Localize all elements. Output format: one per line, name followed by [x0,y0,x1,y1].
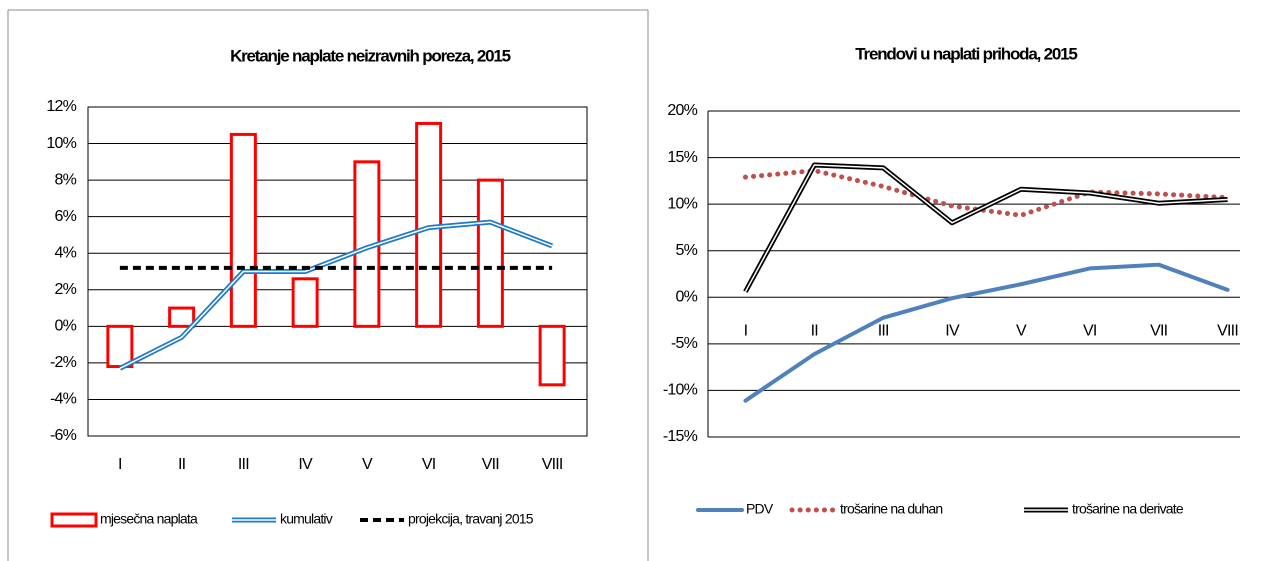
line-inner [119,221,553,370]
y-tick-label: -6% [50,427,77,444]
y-tick-label: 20% [667,102,697,119]
x-tick-label: VIII [1217,323,1238,340]
x-tick-label: V [1016,323,1027,340]
y-tick-label: 4% [54,244,76,261]
y-tick-label: 10% [46,135,76,152]
legend-label: kumulativ [280,511,333,527]
x-tick-label: IV [298,456,313,473]
bar [106,324,134,369]
y-tick-label: 8% [54,171,76,188]
y-tick-label: -15% [663,428,698,445]
chart-title: Trendovi u naplati prihoda, 2015 [855,44,1077,63]
plot-border [87,106,588,437]
bar [229,132,257,328]
y-tick-label: -5% [671,335,698,352]
legend-label: mjesečna naplata [100,511,198,527]
x-tick-label: III [878,323,889,340]
y-tick-label: 0% [675,289,697,306]
bar [168,306,196,328]
x-tick-label: VI [1083,323,1097,340]
x-tick-label: II [178,456,185,473]
y-tick-label: 2% [54,281,76,298]
bar [476,178,504,328]
bar [538,324,566,387]
x-tick-label: I [744,323,748,340]
y-tick-label: -4% [50,391,77,408]
legend-label: trošarine na derivate [1072,501,1184,517]
line [743,162,1228,293]
y-tick-label: 10% [667,195,697,212]
y-tick-label: 15% [667,149,697,166]
y-tick-label: 6% [54,208,76,225]
y-tick-label: -2% [50,354,77,371]
x-tick-label: V [362,456,373,473]
legend-label: PDV [746,501,774,517]
y-tick-label: -10% [663,382,698,399]
x-tick-label: VII [1150,323,1167,340]
x-tick-label: II [811,323,818,340]
bar [291,277,319,328]
line-inner [744,164,1228,293]
line [742,168,1231,218]
legend-label: projekcija, travanj 2015 [408,511,534,527]
legend-label: trošarine na duhan [840,501,942,517]
legend-swatch [50,512,98,528]
x-tick-label: I [118,456,122,473]
y-tick-label: 12% [46,98,76,115]
x-tick-label: III [238,456,249,473]
x-tick-label: VII [482,456,499,473]
y-tick-label: 0% [54,318,76,335]
line [743,262,1230,403]
x-tick-label: VIII [542,456,563,473]
x-tick-label: VI [422,456,436,473]
chart-title: Kretanje naplate neizravnih poreza, 2015 [230,46,511,65]
y-tick-label: 5% [675,242,697,259]
x-tick-label: IV [945,323,960,340]
